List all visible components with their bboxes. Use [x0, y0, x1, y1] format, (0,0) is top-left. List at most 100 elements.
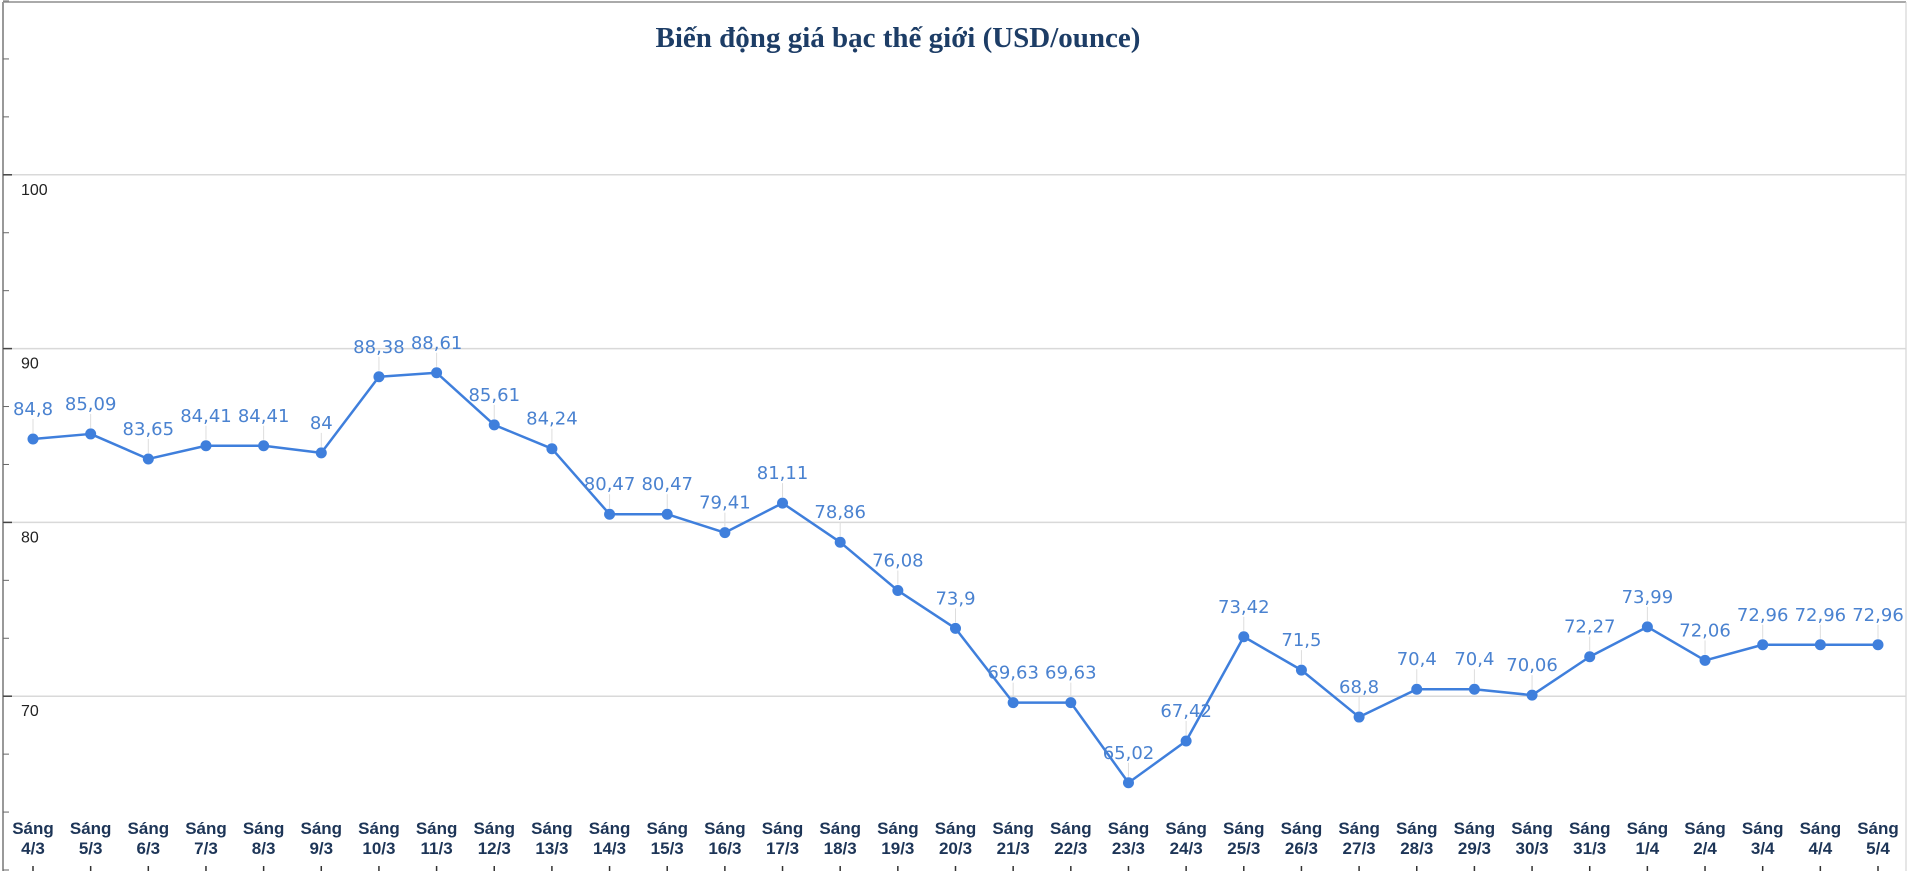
- y-tick-label: 80: [21, 529, 39, 546]
- data-point: [1757, 639, 1769, 651]
- data-label: 88,38: [353, 337, 405, 358]
- x-tick-label: Sáng: [1050, 819, 1092, 838]
- data-label: 70,06: [1506, 655, 1558, 676]
- data-point: [604, 508, 616, 520]
- x-tick-label: Sáng: [646, 819, 688, 838]
- x-tick-label: Sáng: [1857, 819, 1899, 838]
- x-tick-label: 4/4: [1809, 839, 1833, 858]
- data-point: [1699, 654, 1711, 666]
- y-tick-label: 100: [21, 182, 48, 199]
- x-tick-label: 17/3: [766, 839, 799, 858]
- x-tick-label: Sáng: [762, 819, 804, 838]
- data-label: 70,4: [1397, 649, 1437, 670]
- data-point: [892, 585, 904, 597]
- data-point: [27, 433, 39, 445]
- data-label: 70,4: [1454, 649, 1494, 670]
- x-tick-label: 14/3: [593, 839, 626, 858]
- data-label: 80,47: [584, 474, 636, 495]
- x-tick-label: 10/3: [362, 839, 395, 858]
- data-label: 85,61: [468, 385, 520, 406]
- y-tick-label: 90: [21, 356, 39, 373]
- data-label: 84,41: [180, 406, 232, 427]
- x-tick-label: 27/3: [1343, 839, 1376, 858]
- x-tick-label: 19/3: [881, 839, 914, 858]
- data-label: 84: [310, 413, 333, 434]
- data-label: 84,24: [526, 409, 578, 430]
- x-tick-label: 25/3: [1227, 839, 1260, 858]
- x-tick-label: 29/3: [1458, 839, 1491, 858]
- data-label: 72,96: [1737, 605, 1789, 626]
- x-tick-label: Sáng: [473, 819, 515, 838]
- x-tick-label: 23/3: [1112, 839, 1145, 858]
- x-tick-label: 22/3: [1054, 839, 1087, 858]
- x-tick-label: 15/3: [651, 839, 684, 858]
- x-tick-label: Sáng: [1627, 819, 1669, 838]
- x-tick-label: 13/3: [535, 839, 568, 858]
- x-tick-label: 31/3: [1573, 839, 1606, 858]
- data-label: 80,47: [641, 474, 693, 495]
- data-point: [142, 453, 154, 465]
- x-tick-label: Sáng: [704, 819, 746, 838]
- data-point: [1526, 689, 1538, 701]
- data-point: [373, 371, 385, 383]
- data-label: 72,96: [1795, 605, 1847, 626]
- x-tick-label: Sáng: [877, 819, 919, 838]
- data-point: [1007, 697, 1019, 709]
- x-tick-label: 16/3: [708, 839, 741, 858]
- x-tick-label: 21/3: [997, 839, 1030, 858]
- x-tick-label: Sáng: [1800, 819, 1842, 838]
- x-tick-label: Sáng: [1223, 819, 1265, 838]
- data-label: 73,42: [1218, 597, 1270, 618]
- x-tick-label: Sáng: [935, 819, 977, 838]
- data-label: 69,63: [1045, 663, 1097, 684]
- x-tick-label: Sáng: [243, 819, 285, 838]
- data-label: 68,8: [1339, 677, 1379, 698]
- data-label: 84,8: [13, 399, 53, 420]
- series-line: [32, 371, 1878, 785]
- x-tick-label: Sáng: [185, 819, 227, 838]
- x-tick-label: Sáng: [358, 819, 400, 838]
- x-tick-label: 26/3: [1285, 839, 1318, 858]
- data-point: [661, 508, 673, 520]
- data-point: [1814, 639, 1826, 651]
- data-point: [315, 447, 327, 459]
- x-tick-label: Sáng: [1569, 819, 1611, 838]
- x-tick-label: 18/3: [824, 839, 857, 858]
- data-point: [488, 419, 500, 431]
- x-tick-label: Sáng: [1396, 819, 1438, 838]
- x-tick-label: Sáng: [1338, 819, 1380, 838]
- data-label: 78,86: [814, 502, 866, 523]
- data-label: 73,9: [935, 588, 975, 609]
- x-tick-label: Sáng: [819, 819, 861, 838]
- x-tick-label: 2/4: [1693, 839, 1717, 858]
- x-tick-label: 12/3: [478, 839, 511, 858]
- x-tick-label: Sáng: [1108, 819, 1150, 838]
- x-tick-label: Sáng: [416, 819, 458, 838]
- data-label: 65,02: [1103, 743, 1155, 764]
- x-tick-label: Sáng: [1454, 819, 1496, 838]
- x-tick-label: 6/3: [136, 839, 160, 858]
- x-tick-label: 24/3: [1170, 839, 1203, 858]
- x-tick-label: 5/3: [79, 839, 103, 858]
- x-tick-label: Sáng: [1742, 819, 1784, 838]
- chart-title: Biến động giá bạc thế giới (USD/ounce): [656, 22, 1141, 54]
- x-tick-label: Sáng: [992, 819, 1034, 838]
- data-point: [1295, 664, 1307, 676]
- data-label: 85,09: [65, 394, 117, 415]
- data-label: 88,61: [411, 333, 463, 354]
- x-tick-label: 8/3: [252, 839, 276, 858]
- data-point: [834, 536, 846, 548]
- data-point: [431, 367, 443, 379]
- data-point: [1584, 651, 1596, 663]
- x-tick-label: Sáng: [1281, 819, 1323, 838]
- x-tick-label: 20/3: [939, 839, 972, 858]
- data-point: [1641, 621, 1653, 633]
- y-tick-label: 70: [21, 703, 39, 720]
- x-tick-label: 1/4: [1636, 839, 1660, 858]
- x-tick-label: 3/4: [1751, 839, 1775, 858]
- x-tick-label: 4/3: [21, 839, 45, 858]
- x-tick-label: Sáng: [12, 819, 54, 838]
- data-label: 72,06: [1679, 620, 1731, 641]
